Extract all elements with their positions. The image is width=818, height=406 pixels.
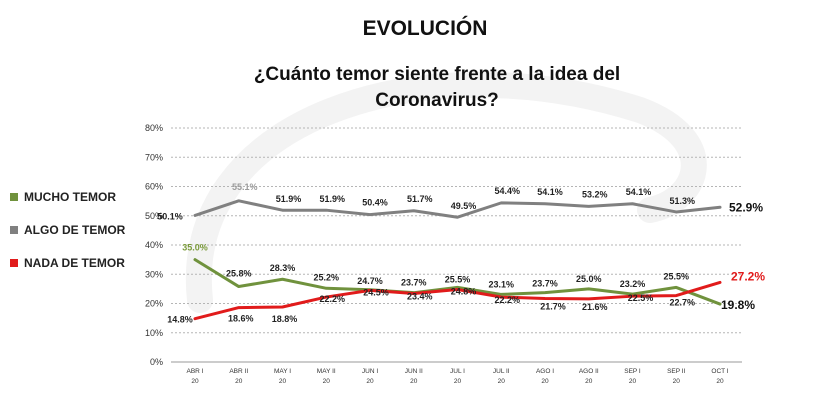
x-tick-label: AGO I (536, 368, 554, 375)
x-tick-label-year: 20 (279, 378, 287, 385)
data-label-nada-de-temor: 22.5% (628, 293, 654, 303)
legend-swatch-nada-de-temor (10, 259, 18, 267)
y-tick-label: 50% (145, 211, 163, 221)
x-tick-label-year: 20 (673, 378, 681, 385)
x-tick-label-year: 20 (191, 378, 199, 385)
x-tick-label: OCT I (711, 368, 728, 375)
data-label-nada-de-temor: 24.5% (363, 287, 389, 297)
legend-label-nada-de-temor: NADA DE TEMOR (24, 256, 125, 270)
data-label-mucho-temor: 19.8% (721, 298, 755, 312)
data-label-nada-de-temor: 21.6% (582, 302, 608, 312)
data-labels: 35.0% 25.8% 28.3% 25.2% 24.7% 23.7% 25.5% 23.1%… (157, 182, 765, 325)
data-label-algo-de-temor: 53.2% (582, 189, 608, 199)
data-label-mucho-temor: 23.7% (401, 278, 427, 288)
data-label-algo-de-temor: 55.1% (232, 182, 258, 192)
x-tick-label: AGO II (579, 368, 599, 375)
x-tick-label-year: 20 (366, 378, 374, 385)
x-tick-label-year: 20 (323, 378, 331, 385)
data-label-nada-de-temor: 18.8% (272, 314, 298, 324)
data-label-mucho-temor: 25.5% (663, 271, 689, 281)
data-label-nada-de-temor: 21.7% (540, 302, 566, 312)
data-label-algo-de-temor: 54.4% (494, 186, 520, 196)
data-label-nada-de-temor: 24.8% (451, 286, 477, 296)
data-label-mucho-temor: 23.7% (532, 279, 558, 289)
x-tick-label: JUL II (493, 368, 510, 375)
data-label-nada-de-temor: 14.8% (167, 315, 193, 325)
data-label-mucho-temor: 25.8% (226, 269, 252, 279)
data-label-nada-de-temor: 22.7% (669, 298, 695, 308)
x-tick-label-year: 20 (585, 378, 593, 385)
x-tick-label: ABR I (187, 368, 204, 375)
x-tick-label: SEP I (624, 368, 641, 375)
data-label-nada-de-temor: 22.2% (494, 295, 520, 305)
data-label-mucho-temor: 23.1% (488, 279, 514, 289)
x-tick-label-year: 20 (454, 378, 462, 385)
x-tick-label: MAY II (317, 368, 336, 375)
data-label-algo-de-temor: 51.9% (276, 194, 302, 204)
page-title: EVOLUCIÓN (363, 16, 488, 40)
x-tick-label-year: 20 (410, 378, 418, 385)
data-label-mucho-temor: 25.2% (313, 272, 339, 282)
data-label-algo-de-temor: 49.5% (451, 201, 477, 211)
data-label-mucho-temor: 28.3% (270, 263, 296, 273)
data-label-algo-de-temor: 50.4% (362, 198, 388, 208)
y-tick-label: 20% (145, 299, 163, 309)
x-tick-label: JUL I (450, 368, 465, 375)
data-label-mucho-temor: 25.0% (576, 274, 602, 284)
legend: MUCHO TEMOR ALGO DE TEMOR NADA DE TEMOR (10, 190, 126, 270)
data-label-nada-de-temor: 18.6% (228, 314, 254, 324)
y-tick-label: 80% (145, 123, 163, 133)
series-lines (193, 199, 722, 321)
legend-swatch-mucho-temor (10, 193, 18, 201)
x-tick-label-year: 20 (498, 378, 506, 385)
x-tick-label-year: 20 (541, 378, 549, 385)
y-tick-label: 60% (145, 182, 163, 192)
y-axis-ticks: 0% 10% 20% 30% 40% 50% 60% 70% 80% (145, 123, 163, 367)
chart-question-line-1: ¿Cuánto temor siente frente a la idea de… (254, 64, 620, 85)
data-label-algo-de-temor: 51.3% (669, 196, 695, 206)
data-label-mucho-temor: 35.0% (182, 243, 208, 253)
x-tick-label: SEP II (667, 368, 686, 375)
y-tick-label: 10% (145, 328, 163, 338)
series-line-algo-de-temor (193, 199, 722, 219)
data-label-algo-de-temor: 52.9% (729, 200, 763, 214)
data-label-mucho-temor: 25.5% (445, 274, 471, 284)
series-line-mucho-temor (193, 258, 722, 306)
legend-swatch-algo-de-temor (10, 226, 18, 234)
y-tick-label: 0% (150, 357, 163, 367)
data-label-nada-de-temor: 27.2% (731, 269, 765, 283)
y-tick-label: 70% (145, 152, 163, 162)
y-tick-label: 40% (145, 240, 163, 250)
data-label-algo-de-temor: 54.1% (626, 187, 652, 197)
data-label-nada-de-temor: 22.2% (319, 294, 345, 304)
x-axis-ticks: ABR I 20 ABR II 20 MAY I 20 MAY II 20 JUN I 20 JUN… (187, 368, 729, 385)
legend-label-mucho-temor: MUCHO TEMOR (24, 190, 116, 204)
series-line-nada-de-temor (193, 280, 722, 321)
x-tick-label: JUN II (405, 368, 423, 375)
data-label-algo-de-temor: 51.7% (407, 194, 433, 204)
data-label-algo-de-temor: 54.1% (537, 187, 563, 197)
data-label-mucho-temor: 23.2% (620, 279, 646, 289)
y-tick-label: 30% (145, 269, 163, 279)
x-tick-label: MAY I (274, 368, 291, 375)
x-tick-label-year: 20 (716, 378, 724, 385)
data-label-algo-de-temor: 51.9% (319, 194, 345, 204)
chart-question-line-2: Coronavirus? (375, 90, 499, 111)
data-label-algo-de-temor: 50.1% (157, 211, 183, 221)
data-label-nada-de-temor: 23.4% (407, 292, 433, 302)
watermark-swoosh (185, 71, 707, 313)
x-tick-label-year: 20 (235, 378, 243, 385)
x-tick-label: JUN I (362, 368, 378, 375)
legend-label-algo-de-temor: ALGO DE TEMOR (24, 223, 126, 237)
x-tick-label: ABR II (229, 368, 248, 375)
x-tick-label-year: 20 (629, 378, 637, 385)
data-label-mucho-temor: 24.7% (357, 276, 383, 286)
